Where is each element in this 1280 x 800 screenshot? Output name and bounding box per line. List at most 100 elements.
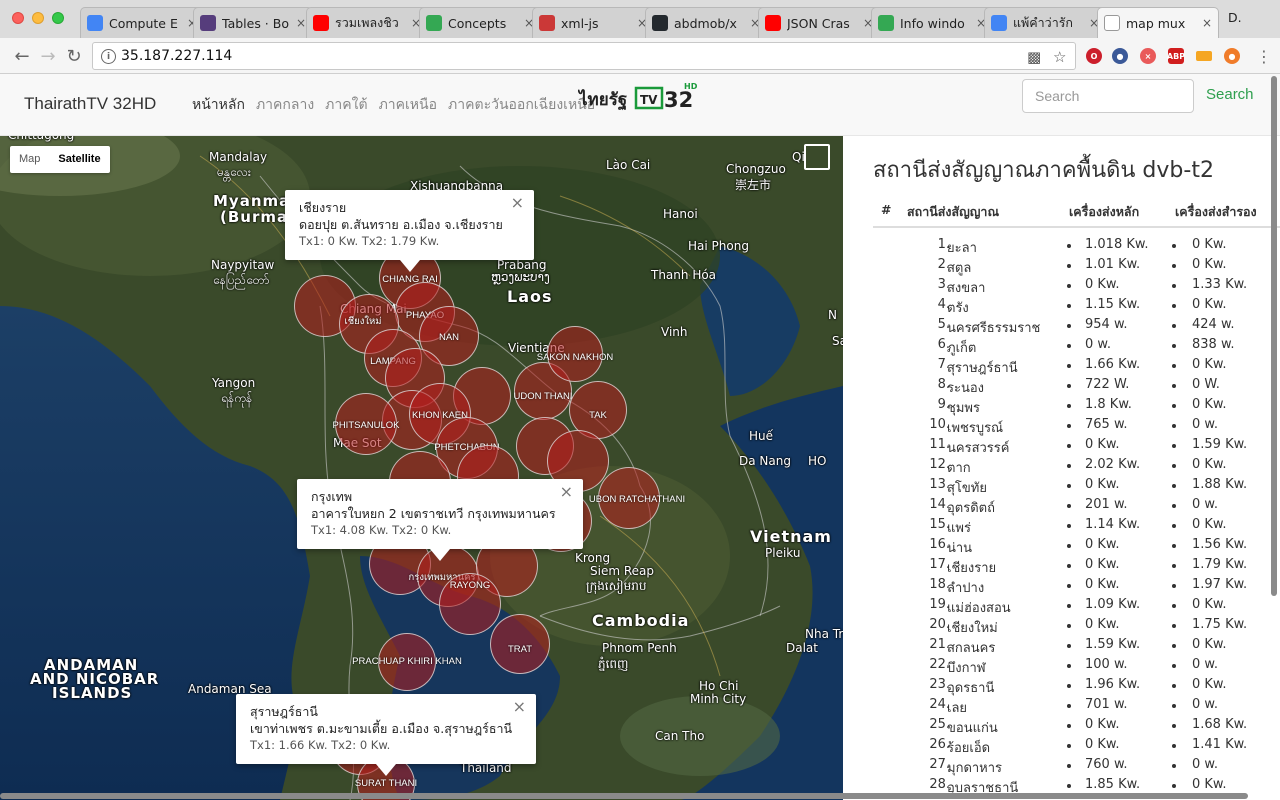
browser-tab[interactable]: Tables · Bo × bbox=[193, 7, 313, 38]
bullet-icon bbox=[1172, 524, 1176, 528]
block-extension-icon[interactable]: × bbox=[1140, 48, 1156, 64]
fullscreen-icon[interactable] bbox=[804, 144, 830, 170]
search-input[interactable] bbox=[1022, 79, 1194, 113]
tab-close-icon[interactable]: × bbox=[862, 16, 873, 30]
row-number: 26. bbox=[929, 737, 950, 752]
browser-tab[interactable]: Compute E × bbox=[80, 7, 204, 38]
translate-icon[interactable]: ▩ bbox=[1027, 48, 1042, 66]
browser-tab[interactable]: แพ้คำว่ารัก × bbox=[984, 7, 1106, 38]
map-place-label: Myanma bbox=[213, 192, 291, 210]
menu-kebab-icon[interactable]: ⋮ bbox=[1256, 46, 1272, 66]
bullet-icon bbox=[1172, 444, 1176, 448]
bullet-icon bbox=[1172, 484, 1176, 488]
reload-icon[interactable]: ↻ bbox=[66, 45, 82, 67]
station-coverage-circle[interactable] bbox=[547, 326, 603, 382]
window-minimize-button[interactable] bbox=[32, 12, 44, 24]
adblock-extension-icon[interactable]: ABP bbox=[1167, 48, 1185, 64]
map-type-map-button[interactable]: Map bbox=[19, 153, 41, 165]
station-coverage-circle[interactable] bbox=[598, 467, 660, 529]
infowindow-address: เขาท่าเพชร ต.มะขามเตี้ย อ.เมือง จ.สุราษฎ… bbox=[250, 721, 513, 736]
tab-title: Concepts bbox=[448, 15, 507, 31]
station-coverage-circle[interactable] bbox=[439, 573, 501, 635]
tab-close-icon[interactable]: × bbox=[975, 16, 986, 30]
bullet-icon bbox=[1172, 244, 1176, 248]
browser-toolbar: ← → ↻ i 35.187.227.114 ▩ ☆ O ● × ABP ● ⋮ bbox=[0, 38, 1280, 74]
forward-arrow-icon[interactable]: → bbox=[40, 45, 56, 67]
station-coverage-circle[interactable] bbox=[335, 393, 397, 455]
station-coverage-circle[interactable] bbox=[490, 614, 550, 674]
browser-tab[interactable]: xml-js × bbox=[532, 7, 654, 38]
orange-extension-icon[interactable]: ● bbox=[1224, 48, 1240, 64]
infowindow-close-icon[interactable]: × bbox=[512, 697, 526, 716]
header-main-tx: เครื่องส่งหลัก bbox=[1069, 204, 1140, 219]
user-extension-icon[interactable]: ● bbox=[1112, 48, 1128, 64]
station-coverage-circle[interactable] bbox=[569, 381, 627, 439]
browser-tab[interactable]: abdmob/x × bbox=[645, 7, 767, 38]
opera-extension-icon[interactable]: O bbox=[1086, 48, 1102, 64]
cloud-extension-icon[interactable] bbox=[1196, 51, 1212, 61]
address-url[interactable]: 35.187.227.114 bbox=[121, 48, 233, 64]
map-place-label: Krong bbox=[575, 551, 611, 565]
tab-close-icon[interactable]: × bbox=[410, 16, 421, 30]
station-name: อุตรดิตถ์ bbox=[947, 501, 995, 516]
main-tx-power: 100 w. bbox=[1085, 657, 1128, 672]
browser-tab[interactable]: รวมเพลงชิว × bbox=[306, 7, 428, 38]
bullet-icon bbox=[1172, 744, 1176, 748]
browser-tab[interactable]: Info windo × bbox=[871, 7, 993, 38]
row-number: 27. bbox=[929, 757, 950, 772]
address-bar[interactable]: i 35.187.227.114 ▩ ☆ bbox=[92, 42, 1076, 70]
map-type-satellite-button[interactable]: Satellite bbox=[58, 153, 101, 165]
browser-tab[interactable]: JSON Cras × bbox=[758, 7, 880, 38]
row-number: 12. bbox=[929, 457, 950, 472]
station-name: ตาก bbox=[947, 461, 971, 476]
profile-label[interactable]: D. bbox=[1228, 10, 1242, 25]
window-zoom-button[interactable] bbox=[52, 12, 64, 24]
table-row: 1. ยะลา 1.018 Kw. 0 Kw. bbox=[843, 236, 1280, 256]
tab-close-icon[interactable]: × bbox=[186, 16, 197, 30]
infowindow-close-icon[interactable]: × bbox=[510, 193, 524, 212]
station-name: อุดรธานี bbox=[947, 681, 995, 696]
main-tx-power: 0 Kw. bbox=[1085, 557, 1120, 572]
bookmark-star-icon[interactable]: ☆ bbox=[1053, 48, 1067, 66]
horizontal-scrollbar[interactable] bbox=[0, 792, 1260, 800]
table-row: 27. มุกดาหาร 760 w. 0 w. bbox=[843, 756, 1280, 776]
infowindow-close-icon[interactable]: × bbox=[559, 482, 573, 501]
station-label: กรุงเทพมหานคร bbox=[408, 572, 476, 583]
tab-close-icon[interactable]: × bbox=[295, 16, 306, 30]
bullet-icon bbox=[1067, 244, 1071, 248]
nav-link-home[interactable]: หน้าหลัก bbox=[192, 97, 245, 113]
map-place-label: Laos bbox=[507, 287, 553, 306]
tab-close-icon[interactable]: × bbox=[1201, 16, 1212, 30]
search-button[interactable]: Search bbox=[1206, 86, 1254, 103]
browser-tab[interactable]: Concepts × bbox=[419, 7, 541, 38]
bullet-icon bbox=[1067, 384, 1071, 388]
station-name: ขอนแก่น bbox=[947, 721, 998, 736]
tab-close-icon[interactable]: × bbox=[523, 16, 534, 30]
tab-close-icon[interactable]: × bbox=[1088, 16, 1099, 30]
row-number: 8. bbox=[937, 377, 950, 392]
backup-tx-power: 1.56 Kw. bbox=[1192, 537, 1248, 552]
browser-tab[interactable]: map mux × bbox=[1097, 7, 1219, 38]
backup-tx-power: 0 w. bbox=[1192, 757, 1218, 772]
table-row: 16. น่าน 0 Kw. 1.56 Kw. bbox=[843, 536, 1280, 556]
nav-link-central[interactable]: ภาคกลาง bbox=[255, 97, 315, 113]
site-info-icon[interactable]: i bbox=[101, 49, 116, 64]
nav-link-northeast[interactable]: ภาคตะวันออกเฉียงเหนือ bbox=[448, 97, 596, 113]
tab-close-icon[interactable]: × bbox=[749, 16, 760, 30]
window-close-button[interactable] bbox=[12, 12, 24, 24]
bullet-icon bbox=[1067, 604, 1071, 608]
station-name: แพร่ bbox=[947, 521, 971, 536]
main-tx-power: 1.59 Kw. bbox=[1085, 637, 1141, 652]
row-number: 9. bbox=[937, 397, 950, 412]
nav-link-south[interactable]: ภาคใต้ bbox=[325, 97, 368, 113]
row-number: 23. bbox=[929, 677, 950, 692]
vertical-scrollbar[interactable] bbox=[1270, 76, 1278, 601]
back-arrow-icon[interactable]: ← bbox=[14, 45, 30, 67]
main-tx-power: 0 Kw. bbox=[1085, 577, 1120, 592]
nav-link-north[interactable]: ภาคเหนือ bbox=[378, 97, 438, 113]
station-coverage-circle[interactable] bbox=[378, 633, 436, 691]
tab-title: แพ้คำว่ารัก bbox=[1013, 15, 1073, 30]
site-brand[interactable]: ThairathTV 32HD bbox=[24, 94, 157, 113]
tab-close-icon[interactable]: × bbox=[636, 16, 647, 30]
